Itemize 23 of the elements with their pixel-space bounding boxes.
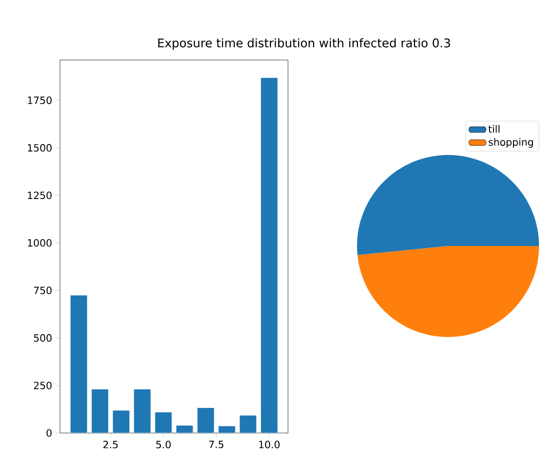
bar	[154, 412, 172, 433]
legend-label: shopping	[488, 138, 533, 148]
y-tick-label: 750	[34, 286, 52, 294]
y-tick-label: 500	[34, 334, 52, 342]
y-tick-label: 1250	[28, 192, 52, 200]
x-tick-label: 10.0	[259, 440, 280, 448]
y-tick-label: 1750	[28, 96, 52, 104]
bar	[240, 415, 256, 433]
x-tick-label: 7.5	[209, 440, 224, 448]
bar	[197, 408, 214, 433]
legend-label: till	[488, 125, 500, 133]
chart-title: Exposure time distribution with infected ratio 0.3	[158, 38, 450, 50]
bar	[70, 295, 88, 433]
y-tick-label: 1000	[28, 239, 52, 247]
bar	[260, 77, 278, 433]
y-tick-label: 250	[34, 382, 52, 390]
y-tick-label: 1500	[28, 144, 52, 152]
bar	[112, 410, 130, 433]
x-tick-label: 5.0	[156, 440, 171, 448]
x-tick-label: 2.5	[103, 440, 118, 448]
bar	[134, 389, 151, 433]
y-tick-label: 0	[46, 429, 52, 437]
bar	[92, 389, 108, 433]
